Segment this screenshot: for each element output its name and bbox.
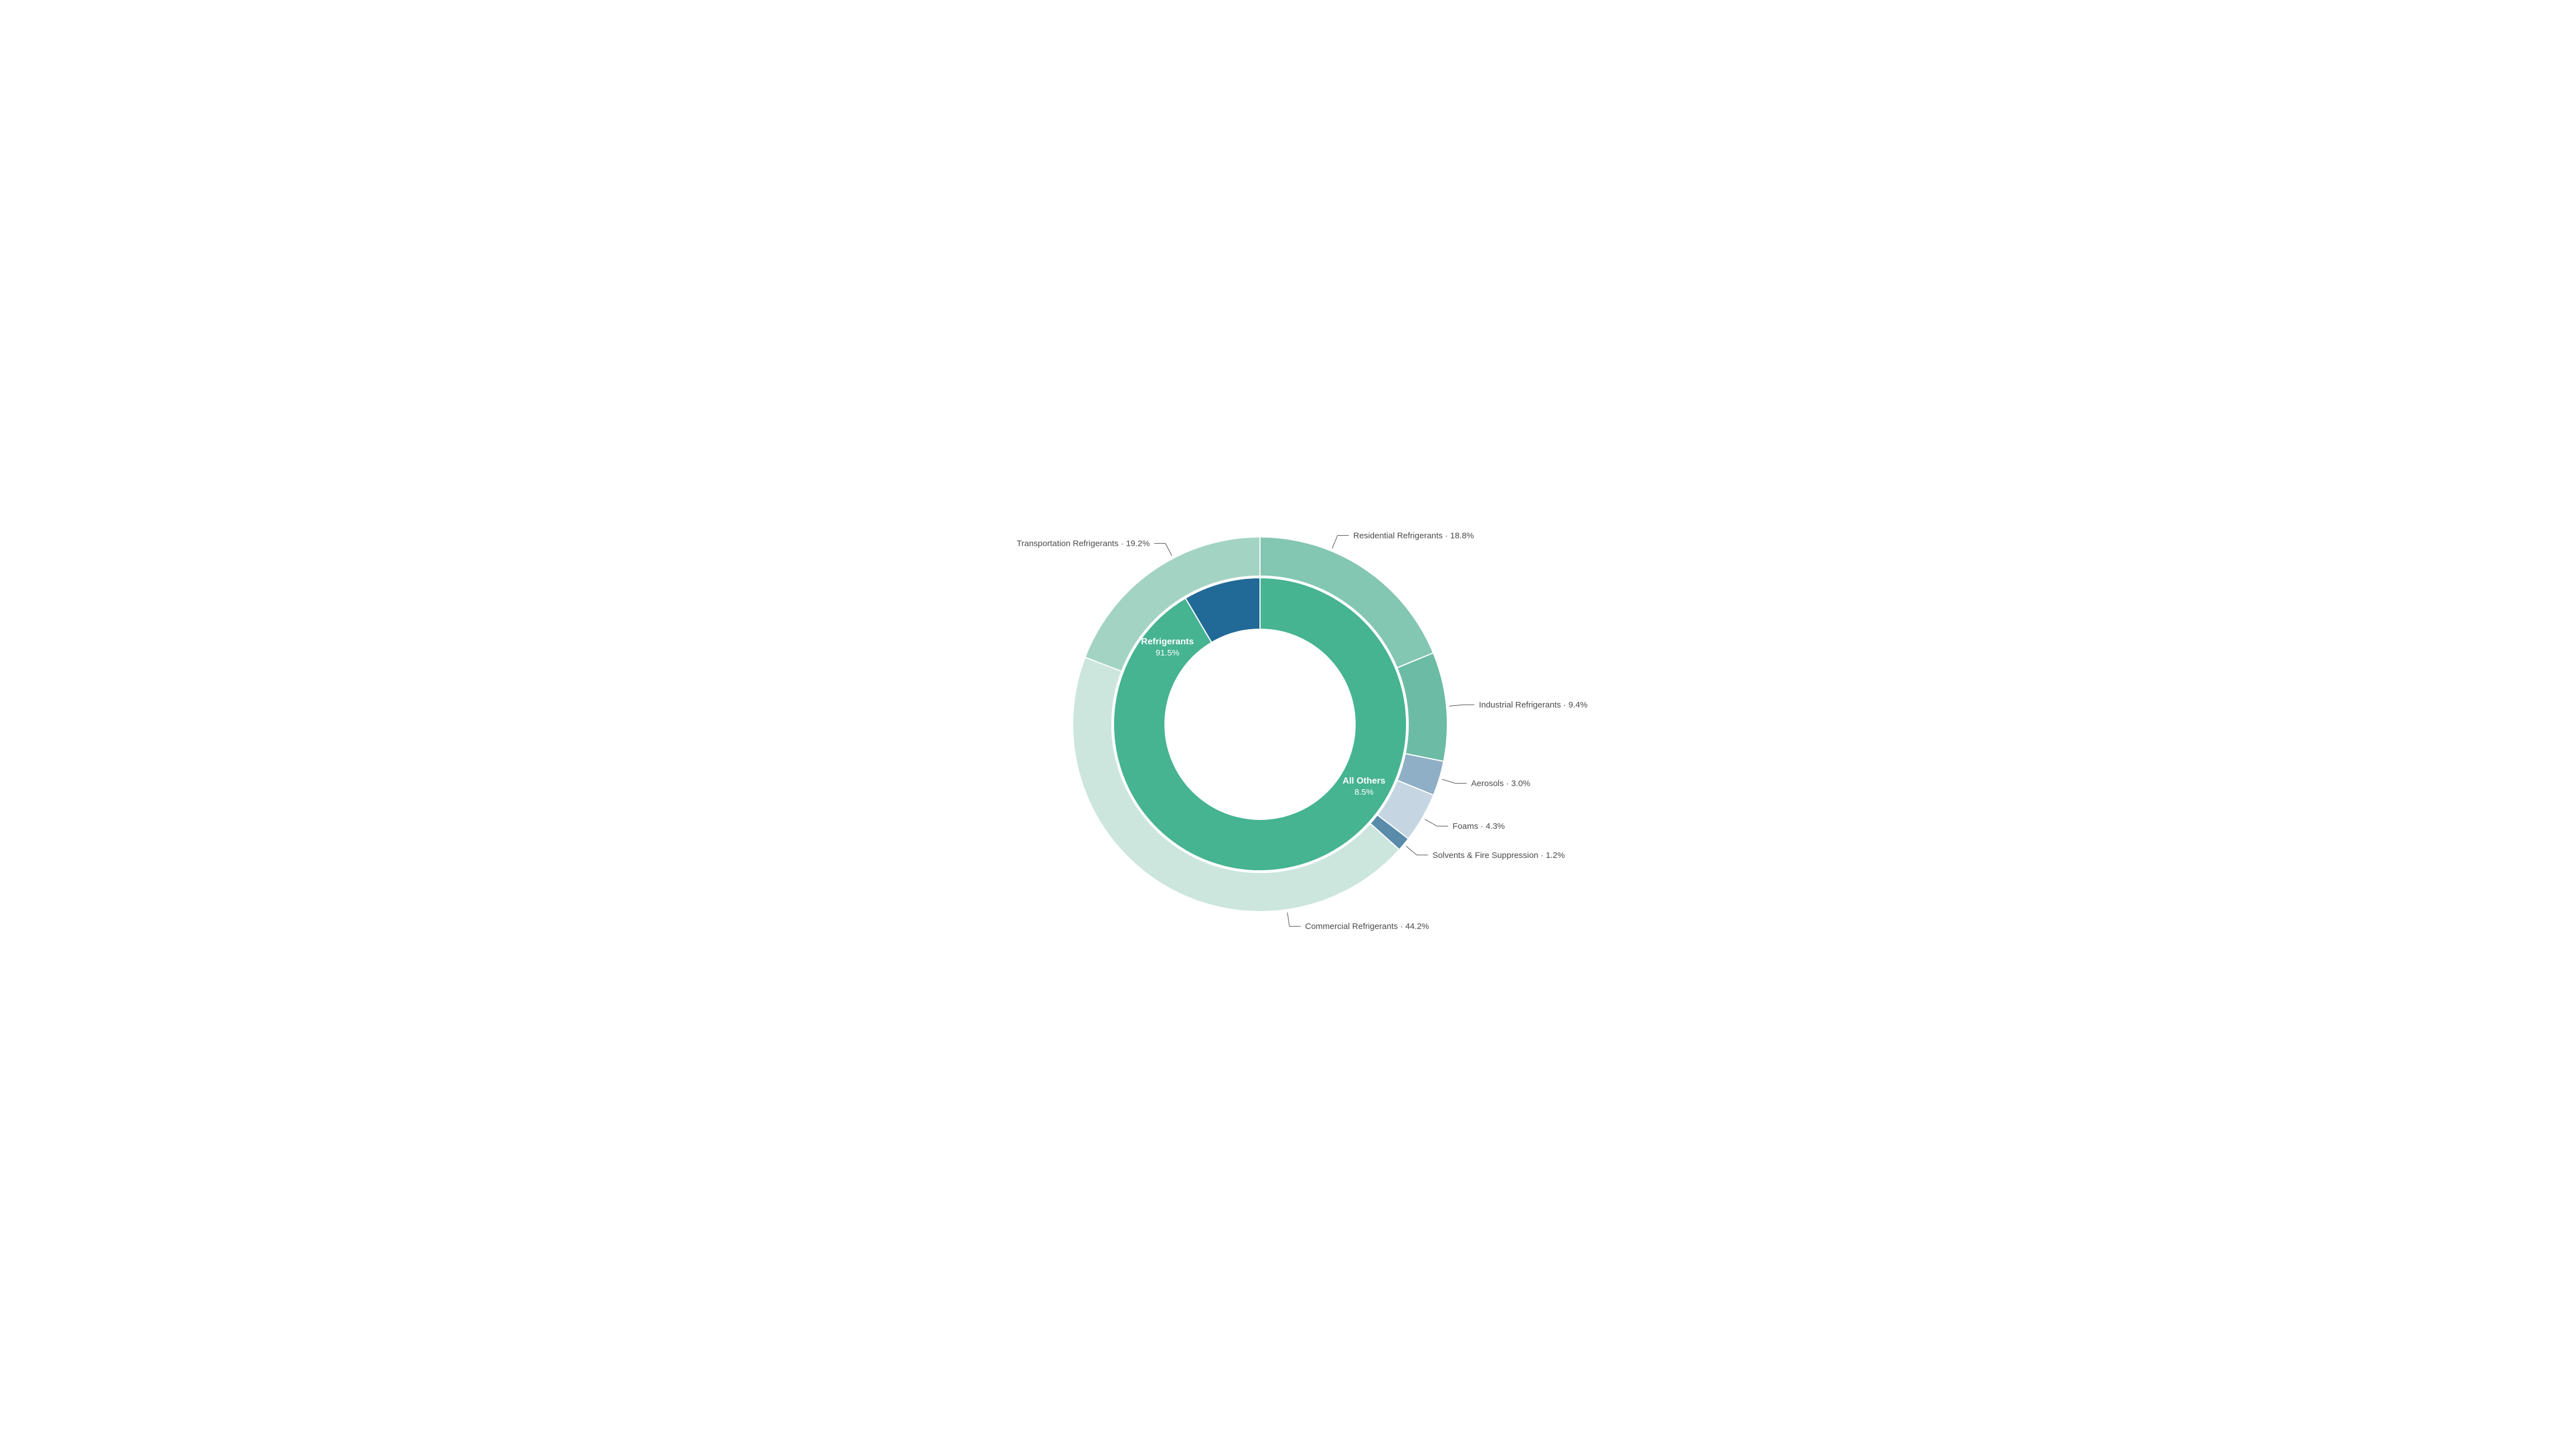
leader-line [1287,912,1301,926]
inner-slice-value: 8.5% [1355,787,1374,796]
outer-slice-label: Commercial Refrigerants · 44.2% [1305,922,1429,931]
leader-line [1406,846,1428,855]
outer-slice-label: Foams · 4.3% [1452,822,1504,831]
leader-line [1154,543,1172,555]
outer-slice-label: Industrial Refrigerants · 9.4% [1479,700,1587,710]
donut-svg: Refrigerants91.5% All Others 8.5% Residenti… [880,495,1696,954]
leader-line [1442,779,1466,783]
leader-line [1449,705,1474,706]
inner-slice-name: All Others [1343,776,1386,785]
nested-donut-chart: Refrigerants91.5% All Others 8.5% Residenti… [880,495,1696,954]
outer-slice-label: Aerosols · 3.0% [1471,779,1530,788]
leader-line [1332,535,1348,548]
leader-line [1425,819,1449,826]
inner-slice-name: Refrigerants [1141,637,1193,647]
inner-slice-value: 91.5% [1155,648,1180,658]
outer-slice-label: Solvents & Fire Suppression · 1.2% [1432,850,1565,860]
outer-slice-label: Transportation Refrigerants · 19.2% [1017,539,1150,548]
outer-slice-label: Residential Refrigerants · 18.8% [1353,531,1474,540]
